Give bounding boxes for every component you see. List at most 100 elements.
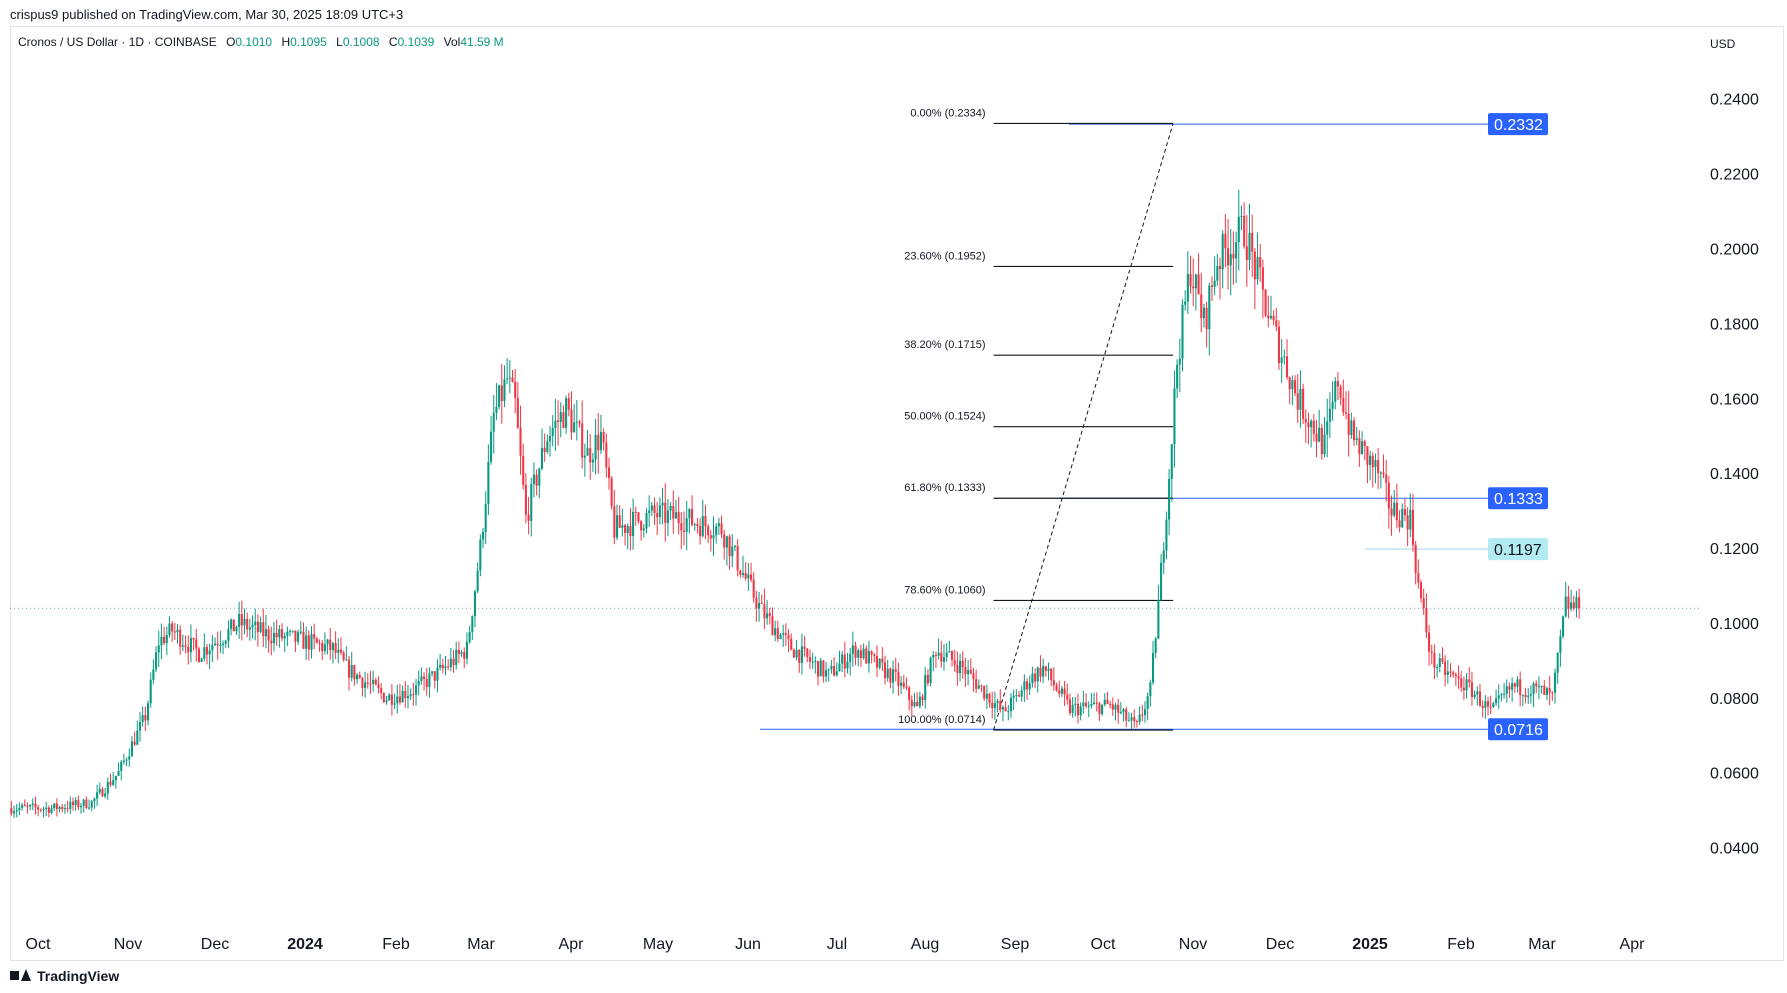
price-line-label: 0.0716 bbox=[1494, 722, 1543, 739]
candle-body bbox=[878, 658, 881, 668]
candle bbox=[334, 631, 337, 659]
candle bbox=[444, 655, 447, 676]
candle-body bbox=[918, 696, 921, 707]
tradingview-brand-text: TradingView bbox=[37, 968, 120, 984]
candle-body bbox=[1028, 683, 1031, 690]
candle bbox=[487, 444, 490, 515]
candle bbox=[897, 662, 900, 696]
candle bbox=[682, 511, 686, 546]
candle bbox=[999, 689, 1002, 713]
candle-body bbox=[586, 448, 589, 456]
candle bbox=[530, 477, 533, 537]
candle-body bbox=[179, 629, 182, 647]
candle bbox=[1578, 588, 1581, 619]
candle-body bbox=[825, 670, 828, 677]
candle-body bbox=[1302, 388, 1305, 419]
candle-body bbox=[26, 806, 29, 808]
candle-body bbox=[1556, 652, 1559, 673]
candle-body bbox=[581, 423, 584, 458]
candle-body bbox=[297, 632, 300, 642]
candle-body bbox=[1358, 438, 1361, 455]
candle bbox=[1176, 359, 1179, 398]
candle bbox=[23, 799, 26, 807]
candle bbox=[246, 612, 249, 638]
candle-body bbox=[414, 685, 418, 695]
candle bbox=[157, 630, 160, 668]
y-tick-label: 0.1800 bbox=[1710, 316, 1759, 333]
candle-body bbox=[557, 420, 560, 422]
candle-body bbox=[109, 781, 112, 785]
candle bbox=[1023, 674, 1026, 702]
candle-body bbox=[548, 436, 552, 442]
candle bbox=[763, 588, 766, 630]
candle-body bbox=[1229, 254, 1232, 266]
candle bbox=[814, 656, 817, 674]
candle-body bbox=[819, 660, 822, 677]
candle-body bbox=[449, 658, 452, 668]
candle-body bbox=[1425, 608, 1428, 633]
candle bbox=[1562, 615, 1565, 639]
candle-body bbox=[406, 696, 410, 699]
candle bbox=[168, 616, 171, 638]
candle-body bbox=[1095, 702, 1098, 704]
candle bbox=[886, 659, 889, 682]
candle-body bbox=[1323, 434, 1326, 455]
candle bbox=[1532, 681, 1535, 708]
candle-body bbox=[350, 665, 353, 678]
candle bbox=[1564, 581, 1567, 618]
open-value: 0.1010 bbox=[235, 35, 273, 49]
candle-body bbox=[897, 671, 900, 686]
candle bbox=[715, 523, 718, 544]
candle-body bbox=[21, 804, 24, 808]
candle-body bbox=[369, 683, 372, 685]
candle bbox=[1261, 259, 1264, 319]
candle-body bbox=[425, 679, 428, 687]
candle-body bbox=[674, 512, 678, 519]
candle-body bbox=[814, 661, 817, 663]
candle-body bbox=[1165, 519, 1168, 551]
candle-body bbox=[106, 781, 109, 794]
candle-body bbox=[465, 641, 468, 659]
candle-body bbox=[752, 579, 755, 598]
candle-body bbox=[428, 673, 431, 687]
x-tick-label: 2025 bbox=[1352, 936, 1388, 953]
candle-body bbox=[1366, 446, 1369, 465]
candle-body bbox=[830, 665, 833, 670]
candle bbox=[977, 679, 980, 690]
candle-body bbox=[782, 633, 785, 635]
candle bbox=[964, 657, 967, 688]
candle bbox=[717, 517, 720, 535]
candle bbox=[511, 369, 514, 383]
candle-body bbox=[1328, 408, 1331, 422]
candle-body bbox=[1310, 420, 1313, 428]
candle bbox=[318, 639, 321, 652]
candle bbox=[929, 656, 932, 687]
candle-body bbox=[98, 788, 101, 793]
candle-body bbox=[704, 516, 707, 527]
candle-body bbox=[1055, 685, 1058, 691]
candle bbox=[63, 803, 66, 814]
candle-body bbox=[511, 377, 514, 382]
candle-body bbox=[712, 535, 715, 539]
candle bbox=[476, 562, 479, 594]
candle bbox=[1315, 419, 1318, 458]
candle bbox=[1194, 273, 1197, 311]
candle-body bbox=[433, 671, 436, 681]
x-tick-label: Feb bbox=[1447, 936, 1475, 953]
candle-body bbox=[688, 509, 691, 519]
candle-body bbox=[289, 631, 292, 633]
candle-body bbox=[457, 649, 460, 654]
candle bbox=[562, 405, 565, 429]
candle bbox=[1143, 701, 1147, 723]
candle bbox=[1208, 282, 1211, 356]
tradingview-logo[interactable]: TradingView bbox=[10, 968, 119, 984]
candle-body bbox=[1117, 704, 1120, 713]
candle bbox=[779, 633, 782, 640]
candle bbox=[382, 692, 385, 704]
candle-body bbox=[1157, 599, 1160, 639]
candle-body bbox=[776, 628, 779, 639]
candle-body bbox=[1168, 478, 1171, 520]
candle-body bbox=[1441, 658, 1444, 662]
candle-body bbox=[613, 506, 616, 538]
